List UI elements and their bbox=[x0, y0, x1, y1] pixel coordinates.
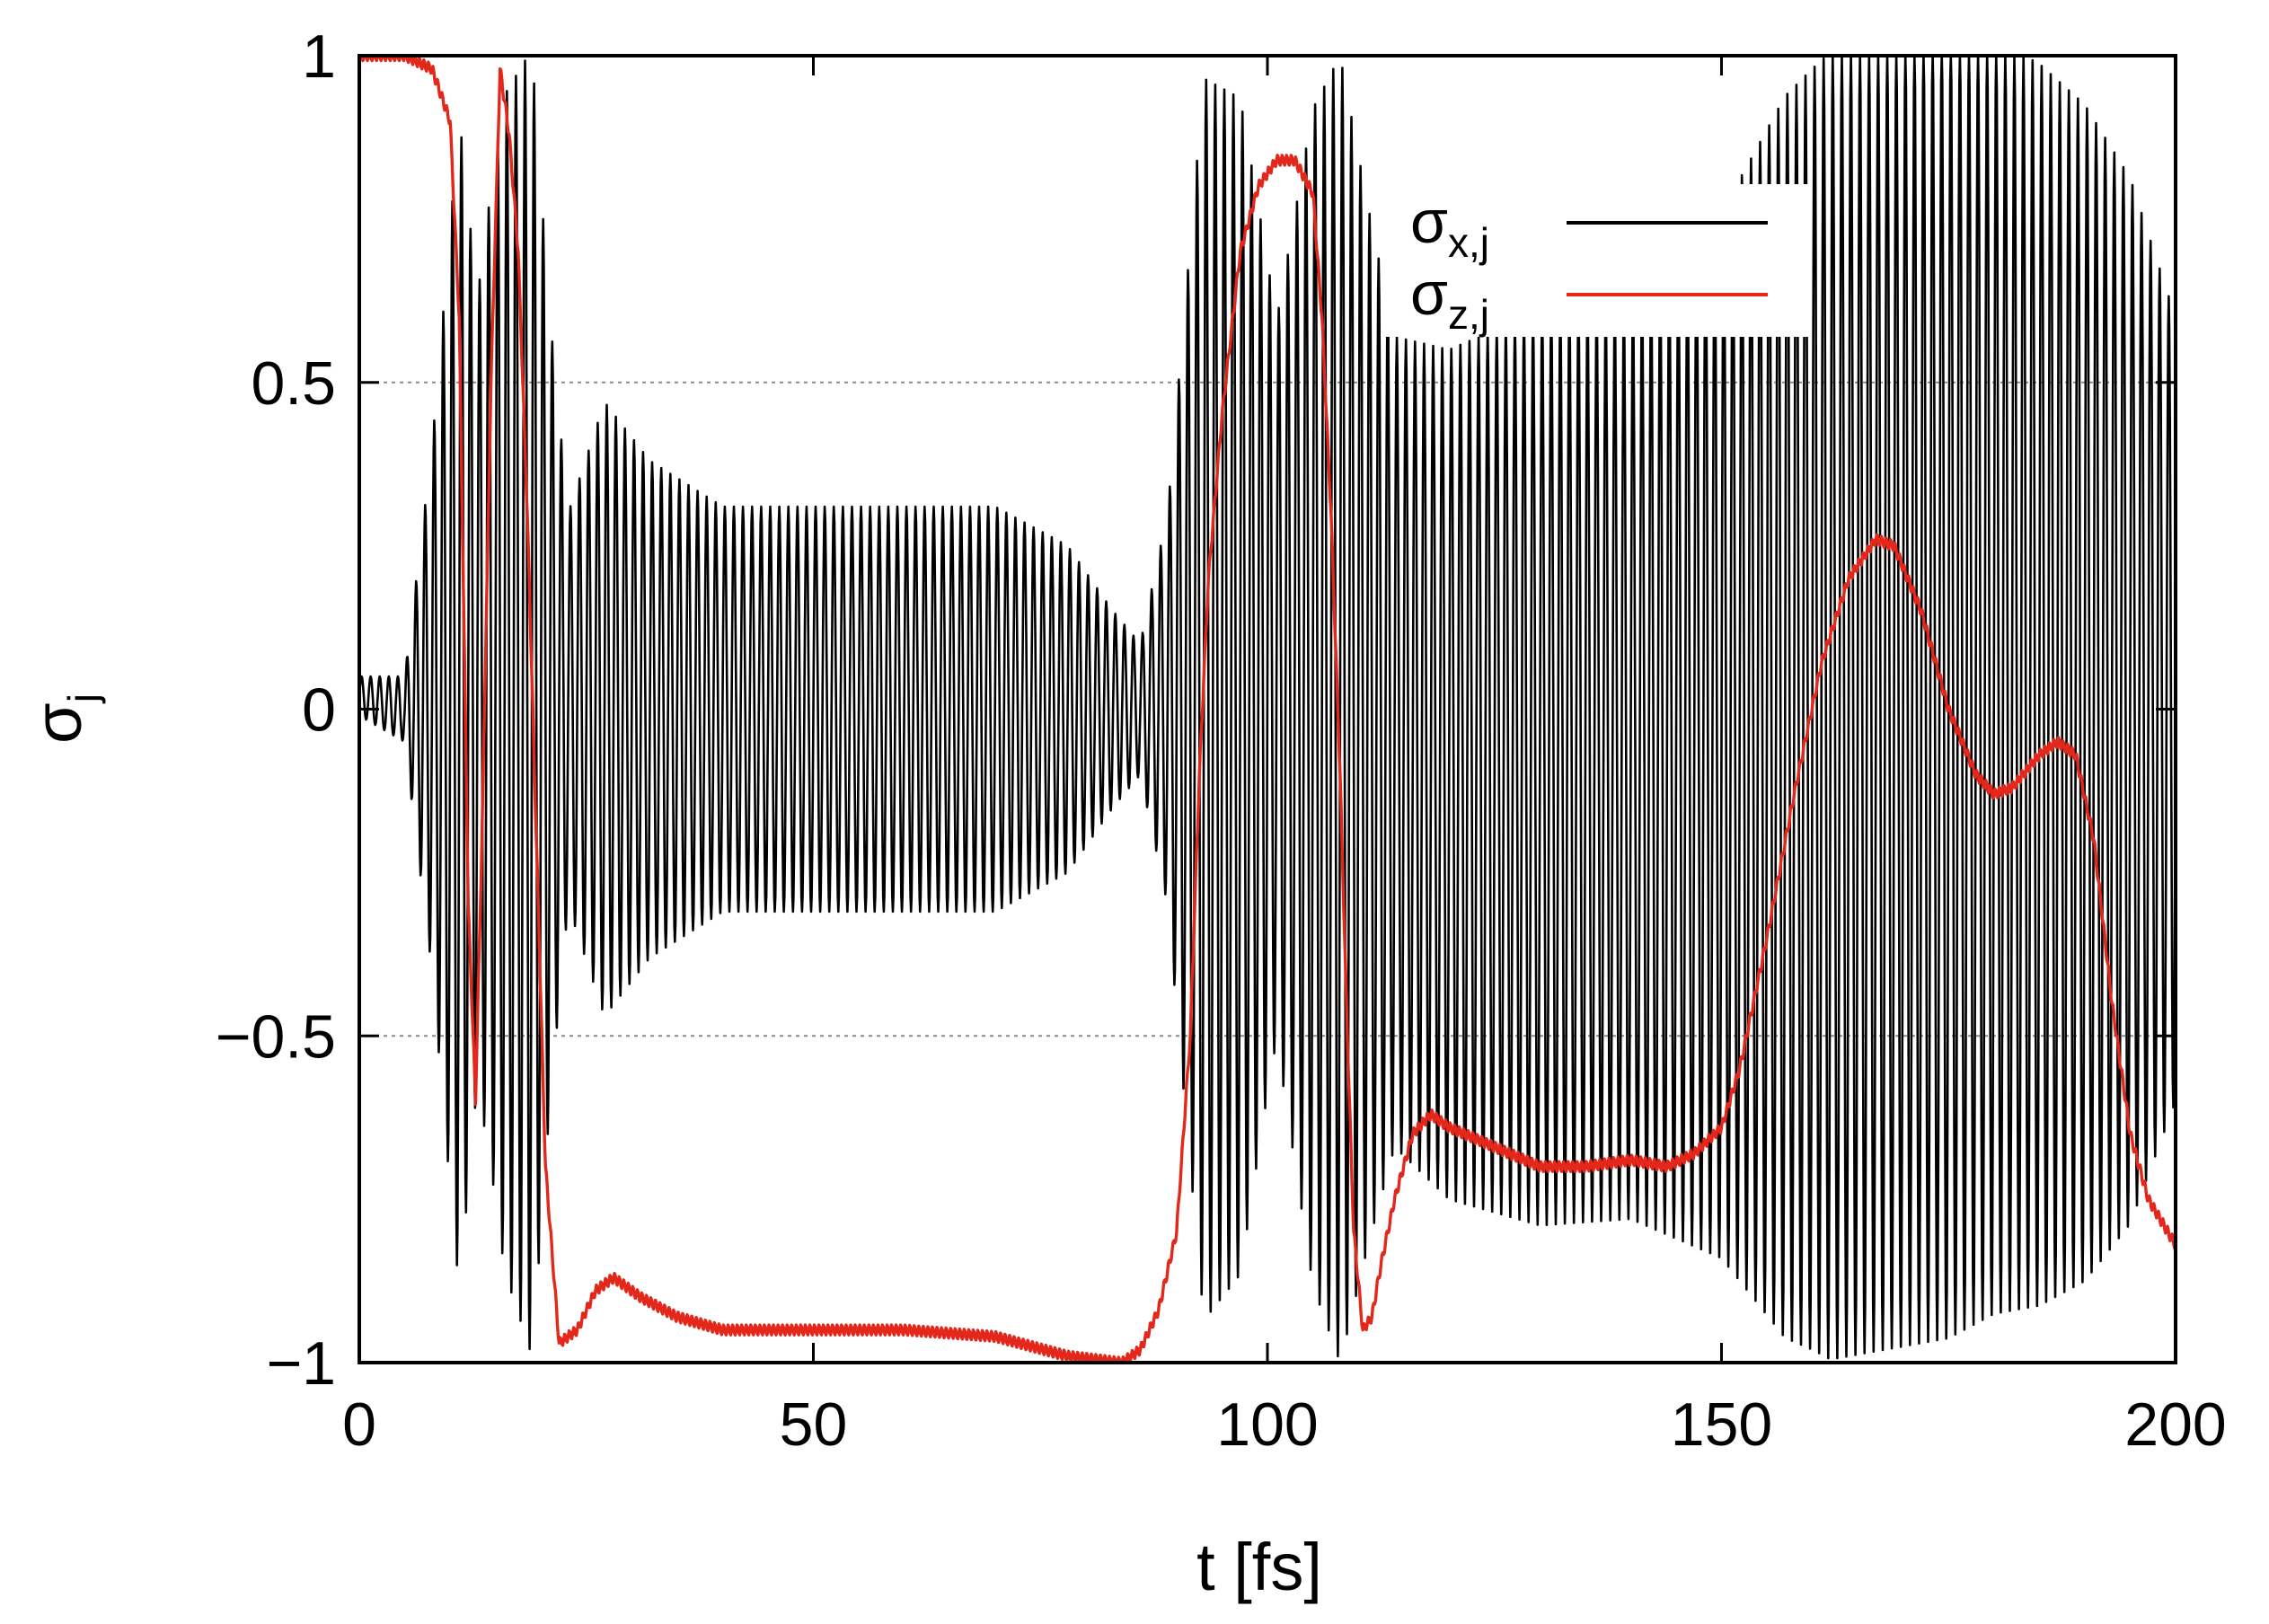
y-tick-label: 0 bbox=[302, 676, 336, 745]
legend-label-sub: z,j bbox=[1448, 291, 1489, 338]
legend-label: σx,j bbox=[1410, 188, 1489, 266]
y-tick-label: −1 bbox=[266, 1329, 336, 1398]
y-axis-title-main: σ bbox=[21, 702, 95, 744]
legend-label-sub: x,j bbox=[1448, 219, 1489, 266]
y-axis-title-sub: j bbox=[59, 693, 106, 704]
series-line-sigma-x bbox=[359, 56, 2176, 1360]
series-line-sigma-z bbox=[359, 56, 2176, 1363]
y-tick-label: 1 bbox=[302, 22, 336, 91]
legend-label: σz,j bbox=[1410, 260, 1489, 338]
tick-layer: 0 50 100 150 200 1 0.5 0 −0.5 −1 bbox=[216, 22, 2227, 1459]
legend-label-main: σ bbox=[1410, 260, 1448, 328]
y-axis-title: σj bbox=[21, 693, 106, 744]
y-axis-title-group: σj bbox=[21, 693, 106, 744]
series-layer bbox=[359, 56, 2176, 1363]
x-tick-label: 0 bbox=[342, 1390, 376, 1459]
axis-labels: t [fs] σj bbox=[21, 693, 1322, 1604]
x-tick-label: 200 bbox=[2124, 1390, 2226, 1459]
x-tick-label: 100 bbox=[1216, 1390, 1318, 1459]
legend-background bbox=[1382, 184, 1809, 337]
legend: σx,jσz,j bbox=[1382, 184, 1809, 338]
y-tick-label: 0.5 bbox=[251, 349, 336, 418]
y-tick-label: −0.5 bbox=[216, 1002, 336, 1071]
legend-label-main: σ bbox=[1410, 188, 1448, 256]
x-axis-title: t [fs] bbox=[1196, 1530, 1322, 1604]
x-tick-label: 150 bbox=[1671, 1390, 1772, 1459]
x-tick-label: 50 bbox=[780, 1390, 848, 1459]
